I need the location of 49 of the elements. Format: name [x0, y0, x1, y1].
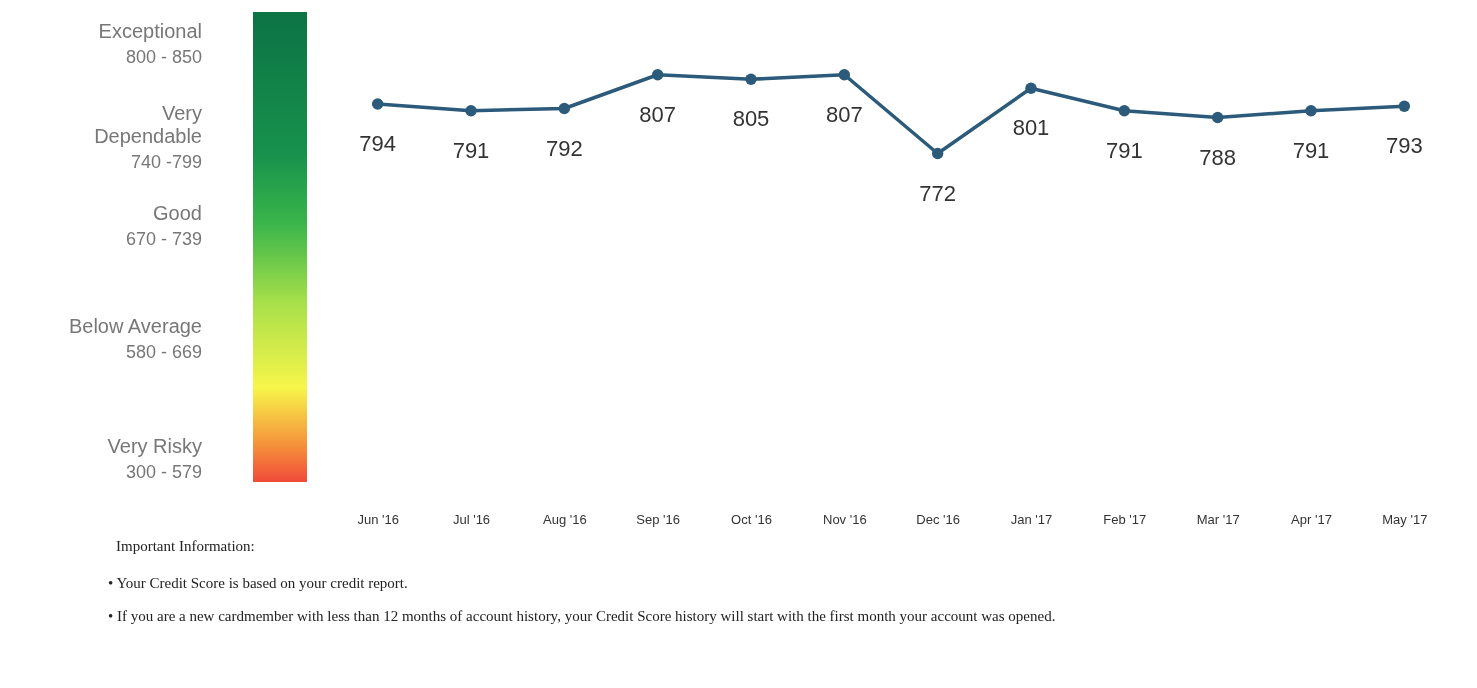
- text: 800 - 850: [124, 46, 202, 69]
- point: [651, 69, 664, 81]
- data-label: 794: [359, 131, 397, 156]
- point: [838, 69, 851, 81]
- x-tick-label: Oct '16: [731, 511, 772, 527]
- text: Very Dependable: [93, 102, 202, 148]
- data-label: 805: [732, 106, 770, 132]
- x-tick-label: Sep '16: [636, 511, 681, 527]
- data-label: 772: [919, 180, 957, 206]
- data-label: 807: [639, 101, 677, 127]
- data-label: 793: [1385, 133, 1423, 159]
- x-tick-label: Feb '17: [1103, 511, 1147, 527]
- data-label: 788: [1199, 144, 1237, 170]
- text: 740 -799: [129, 151, 202, 174]
- text: Exceptional: [97, 20, 202, 43]
- point: [931, 147, 944, 160]
- x-tick-label: Jun '16: [357, 511, 399, 527]
- point: [1118, 105, 1131, 117]
- x-tick-label: Jul '16: [452, 511, 491, 527]
- text: 670 - 739: [124, 228, 202, 251]
- point: [1305, 105, 1317, 117]
- point: [371, 98, 384, 110]
- data-label: 791: [1292, 137, 1330, 163]
- text: 300 - 579: [124, 461, 202, 484]
- text: Good: [152, 202, 202, 225]
- point: [745, 73, 757, 85]
- text: Very Risky: [106, 435, 202, 458]
- x-tick-label: Mar '17: [1196, 511, 1240, 527]
- x-tick-label: Nov '16: [823, 511, 867, 527]
- data-label: 792: [545, 135, 583, 161]
- text: 580 - 669: [124, 341, 202, 364]
- text: Below Average: [67, 315, 202, 338]
- x-tick-label: Aug '16: [542, 511, 587, 527]
- x-tick-label: Jan '17: [1010, 511, 1053, 527]
- text: • If you are a new cardmember with less than 12 months of account history, your Credit Score history will start with the first month your account was opened.: [108, 608, 1056, 625]
- point: [1025, 82, 1037, 94]
- data-label: 791: [452, 137, 490, 163]
- data-label: 801: [1012, 115, 1050, 141]
- text: Important Information:: [116, 538, 256, 555]
- data-label: 807: [825, 101, 863, 127]
- point: [1211, 111, 1224, 124]
- point: [1398, 100, 1411, 112]
- point: [558, 102, 571, 115]
- point: [465, 105, 477, 117]
- x-tick-label: May '17: [1382, 511, 1428, 527]
- x-tick-label: Apr '17: [1291, 511, 1332, 527]
- text: • Your Credit Score is based on your credit report.: [108, 575, 409, 592]
- data-label: 791: [1105, 137, 1143, 163]
- x-tick-label: Dec '16: [916, 511, 960, 527]
